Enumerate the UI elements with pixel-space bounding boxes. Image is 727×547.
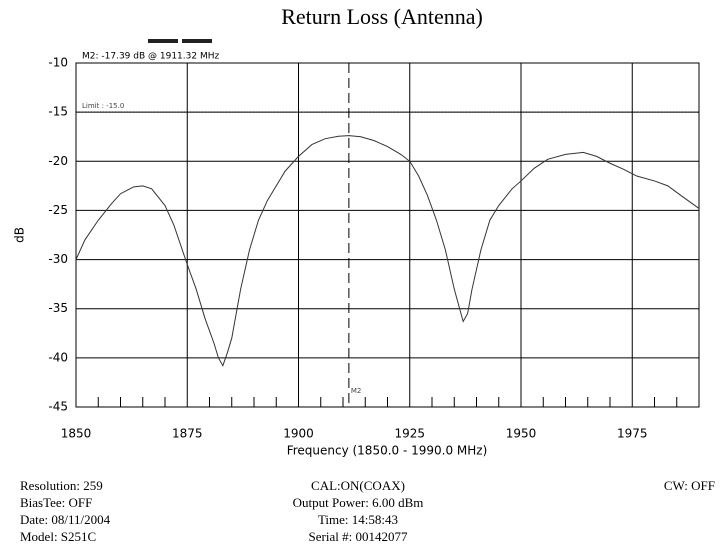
plot-frame	[75, 62, 700, 408]
status-center: Output Power: 6.00 dBm	[293, 495, 424, 510]
chart-title: Return Loss (Antenna)	[281, 4, 483, 29]
status-center: Serial #: 00142077	[309, 529, 408, 544]
status-center: CAL:ON(COAX)	[311, 478, 405, 493]
x-tick-label: 1850	[61, 427, 92, 441]
status-left: Resolution: 259	[20, 478, 103, 493]
marker-name: M2	[351, 387, 362, 395]
x-tick-label: 1925	[394, 427, 425, 441]
x-tick-label: 1875	[172, 427, 203, 441]
y-tick-label: -30	[48, 252, 68, 266]
marker-readout: M2: -17.39 dB @ 1911.32 MHz	[82, 52, 219, 62]
status-right: CW: OFF	[664, 478, 715, 493]
status-left: Date: 08/11/2004	[20, 512, 111, 527]
limit-label: Limit : -15.0	[82, 102, 124, 110]
y-tick-label: -10	[48, 56, 68, 70]
y-axis-label: dB	[13, 227, 27, 243]
y-tick-label: -20	[48, 154, 68, 168]
decoration	[182, 39, 212, 43]
y-tick-label: -35	[48, 301, 68, 315]
x-tick-label: 1975	[617, 427, 648, 441]
y-tick-label: -40	[48, 350, 68, 364]
status-center: Time: 14:58:43	[318, 512, 398, 527]
x-tick-label: 1950	[506, 427, 537, 441]
x-tick-label: 1900	[283, 427, 314, 441]
data-line	[75, 135, 700, 367]
y-tick-label: -25	[48, 203, 68, 217]
status-left: Model: S251C	[20, 529, 96, 544]
y-tick-label: -15	[48, 105, 68, 119]
status-left: BiasTee: OFF	[20, 495, 92, 510]
x-axis-label: Frequency (1850.0 - 1990.0 MHz)	[287, 444, 488, 458]
decoration	[148, 39, 178, 43]
y-tick-label: -45	[48, 400, 68, 414]
